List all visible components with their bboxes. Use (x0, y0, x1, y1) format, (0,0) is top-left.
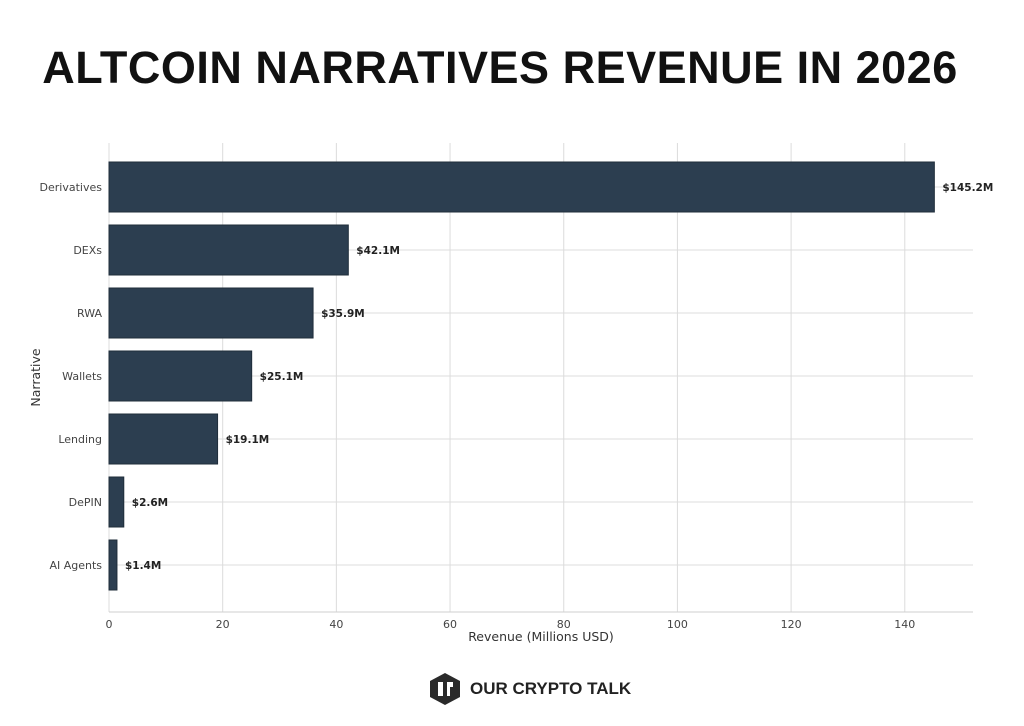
y-axis-label: Narrative (28, 348, 43, 407)
x-tick-label: 20 (216, 618, 230, 631)
y-tick-label: Lending (58, 433, 102, 446)
bar (108, 350, 253, 402)
data-label: $1.4M (125, 560, 161, 572)
x-axis-label: Revenue (Millions USD) (468, 629, 614, 644)
our-crypto-talk-logo-icon (430, 673, 460, 705)
x-tick-label: 0 (106, 618, 113, 631)
x-tick-label: 40 (329, 618, 343, 631)
x-tick-label: 60 (443, 618, 457, 631)
x-tick-label: 80 (557, 618, 571, 631)
chart-title: ALTCOIN NARRATIVES REVENUE IN 2026 (42, 42, 958, 93)
y-tick-label: AI Agents (49, 559, 102, 572)
bar (108, 539, 118, 591)
y-tick-label: DePIN (69, 496, 102, 509)
data-label: $19.1M (226, 434, 270, 446)
y-tick-label: Wallets (62, 370, 102, 383)
data-label: $2.6M (132, 497, 168, 509)
y-tick-label: DEXs (73, 244, 102, 257)
bar (108, 476, 125, 528)
data-label: $25.1M (260, 371, 304, 383)
data-label: $145.2M (942, 182, 993, 194)
bar (108, 161, 935, 213)
bar (108, 413, 219, 465)
brand-logo: OUR CRYPTO TALK (428, 672, 631, 706)
bar (108, 224, 349, 276)
data-label: $35.9M (321, 308, 365, 320)
y-tick-label: Derivatives (40, 181, 103, 194)
x-tick-label: 140 (894, 618, 915, 631)
brand-name: OUR CRYPTO TALK (470, 679, 632, 698)
data-label: $42.1M (356, 245, 400, 257)
x-tick-label: 120 (781, 618, 802, 631)
x-tick-label: 100 (667, 618, 688, 631)
y-tick-label: RWA (77, 307, 102, 320)
bar (108, 287, 314, 339)
